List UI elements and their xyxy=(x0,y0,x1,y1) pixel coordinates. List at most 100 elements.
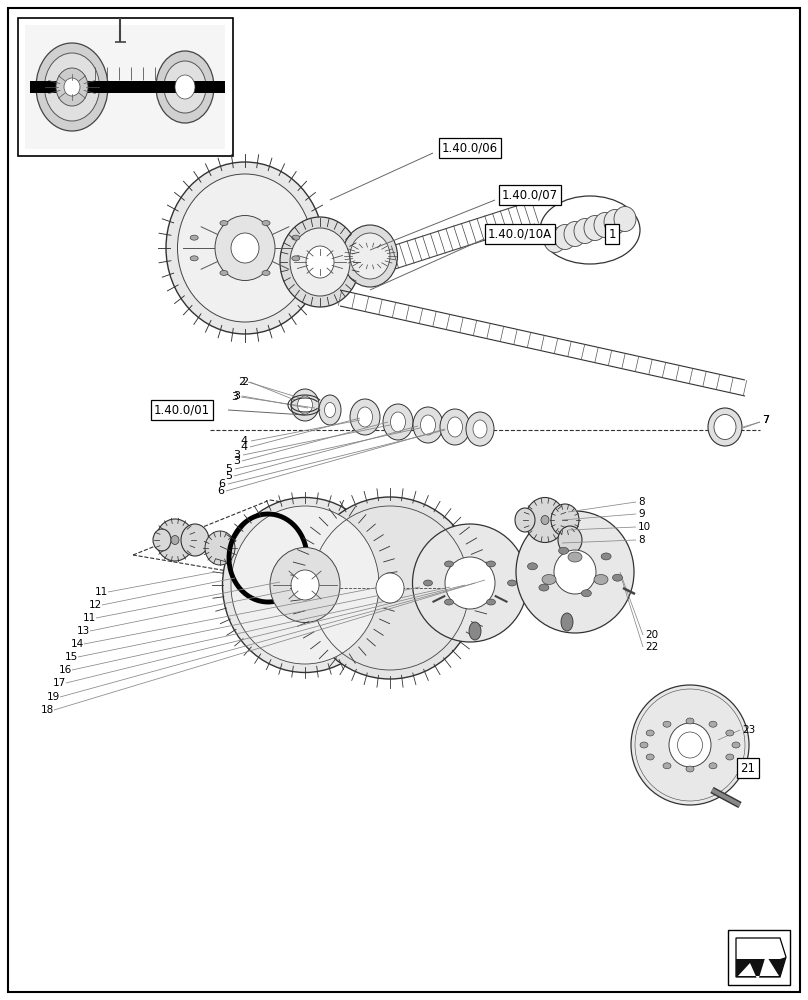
Ellipse shape xyxy=(469,622,481,640)
Ellipse shape xyxy=(205,531,235,565)
Text: 3: 3 xyxy=(233,450,240,460)
Ellipse shape xyxy=(231,233,259,263)
Ellipse shape xyxy=(542,574,556,584)
Ellipse shape xyxy=(594,213,616,237)
Text: 1.40.0/10A: 1.40.0/10A xyxy=(488,228,552,240)
Ellipse shape xyxy=(709,763,717,769)
Ellipse shape xyxy=(541,516,549,524)
Ellipse shape xyxy=(190,256,198,261)
Ellipse shape xyxy=(280,217,360,307)
Ellipse shape xyxy=(156,519,194,561)
Ellipse shape xyxy=(56,68,88,106)
Ellipse shape xyxy=(612,574,622,581)
Text: 6: 6 xyxy=(218,479,225,489)
Ellipse shape xyxy=(220,221,228,226)
Ellipse shape xyxy=(568,552,582,562)
Ellipse shape xyxy=(539,584,549,591)
Ellipse shape xyxy=(420,415,436,435)
Ellipse shape xyxy=(292,256,300,261)
Ellipse shape xyxy=(561,613,573,631)
Ellipse shape xyxy=(726,730,734,736)
Ellipse shape xyxy=(290,228,350,296)
Ellipse shape xyxy=(516,511,634,633)
Ellipse shape xyxy=(181,524,209,556)
Text: 10: 10 xyxy=(638,522,651,532)
Ellipse shape xyxy=(164,61,206,113)
Ellipse shape xyxy=(343,225,398,287)
Text: 8: 8 xyxy=(638,497,645,507)
Text: 3: 3 xyxy=(233,456,240,466)
Ellipse shape xyxy=(558,547,569,554)
Ellipse shape xyxy=(292,235,300,240)
Ellipse shape xyxy=(319,395,341,425)
Ellipse shape xyxy=(171,536,179,544)
Ellipse shape xyxy=(291,389,319,421)
Ellipse shape xyxy=(291,570,319,600)
Ellipse shape xyxy=(663,721,671,727)
Text: 1.40.0/01: 1.40.0/01 xyxy=(154,403,210,416)
Text: 1.40.0/06: 1.40.0/06 xyxy=(442,141,498,154)
Ellipse shape xyxy=(646,730,654,736)
Ellipse shape xyxy=(708,408,742,446)
Ellipse shape xyxy=(466,412,494,446)
Ellipse shape xyxy=(631,685,749,805)
Ellipse shape xyxy=(166,162,324,334)
Bar xyxy=(728,930,790,985)
Polygon shape xyxy=(738,955,779,981)
Ellipse shape xyxy=(558,526,582,554)
Ellipse shape xyxy=(709,721,717,727)
Ellipse shape xyxy=(231,506,379,664)
Text: 5: 5 xyxy=(225,471,232,481)
Text: 22: 22 xyxy=(645,642,659,652)
Ellipse shape xyxy=(350,233,390,279)
Ellipse shape xyxy=(486,561,495,567)
Text: 15: 15 xyxy=(65,652,78,662)
Polygon shape xyxy=(736,957,786,977)
Ellipse shape xyxy=(297,396,313,414)
Ellipse shape xyxy=(220,270,228,275)
Ellipse shape xyxy=(486,599,495,605)
Ellipse shape xyxy=(604,210,626,234)
Ellipse shape xyxy=(515,508,535,532)
Bar xyxy=(25,25,225,149)
Ellipse shape xyxy=(554,550,596,594)
Ellipse shape xyxy=(270,548,340,622)
Text: 19: 19 xyxy=(47,692,60,702)
Text: 2: 2 xyxy=(241,377,248,387)
Ellipse shape xyxy=(350,399,380,435)
Ellipse shape xyxy=(376,573,404,603)
Ellipse shape xyxy=(646,754,654,760)
Bar xyxy=(18,18,233,156)
Ellipse shape xyxy=(423,580,432,586)
Ellipse shape xyxy=(601,553,611,560)
Text: 16: 16 xyxy=(59,665,72,675)
Ellipse shape xyxy=(594,574,608,584)
Ellipse shape xyxy=(222,497,388,672)
Text: 13: 13 xyxy=(77,626,90,636)
Ellipse shape xyxy=(413,407,443,443)
Ellipse shape xyxy=(686,766,694,772)
Bar xyxy=(30,81,225,93)
Ellipse shape xyxy=(473,420,487,438)
Ellipse shape xyxy=(306,246,334,278)
Ellipse shape xyxy=(44,53,99,121)
Text: 11: 11 xyxy=(95,587,108,597)
Text: 17: 17 xyxy=(53,678,66,688)
Ellipse shape xyxy=(525,497,565,542)
Text: 21: 21 xyxy=(740,762,755,774)
Ellipse shape xyxy=(444,561,453,567)
Ellipse shape xyxy=(640,742,648,748)
Ellipse shape xyxy=(686,718,694,724)
Ellipse shape xyxy=(714,414,736,440)
Ellipse shape xyxy=(64,78,80,96)
Text: 14: 14 xyxy=(71,639,84,649)
Ellipse shape xyxy=(215,216,275,280)
Text: 11: 11 xyxy=(82,613,96,623)
Ellipse shape xyxy=(262,221,270,226)
Ellipse shape xyxy=(528,563,537,570)
Text: 18: 18 xyxy=(40,705,54,715)
Text: 4: 4 xyxy=(241,436,248,446)
Ellipse shape xyxy=(663,763,671,769)
Text: 20: 20 xyxy=(645,630,659,640)
Ellipse shape xyxy=(262,270,270,275)
